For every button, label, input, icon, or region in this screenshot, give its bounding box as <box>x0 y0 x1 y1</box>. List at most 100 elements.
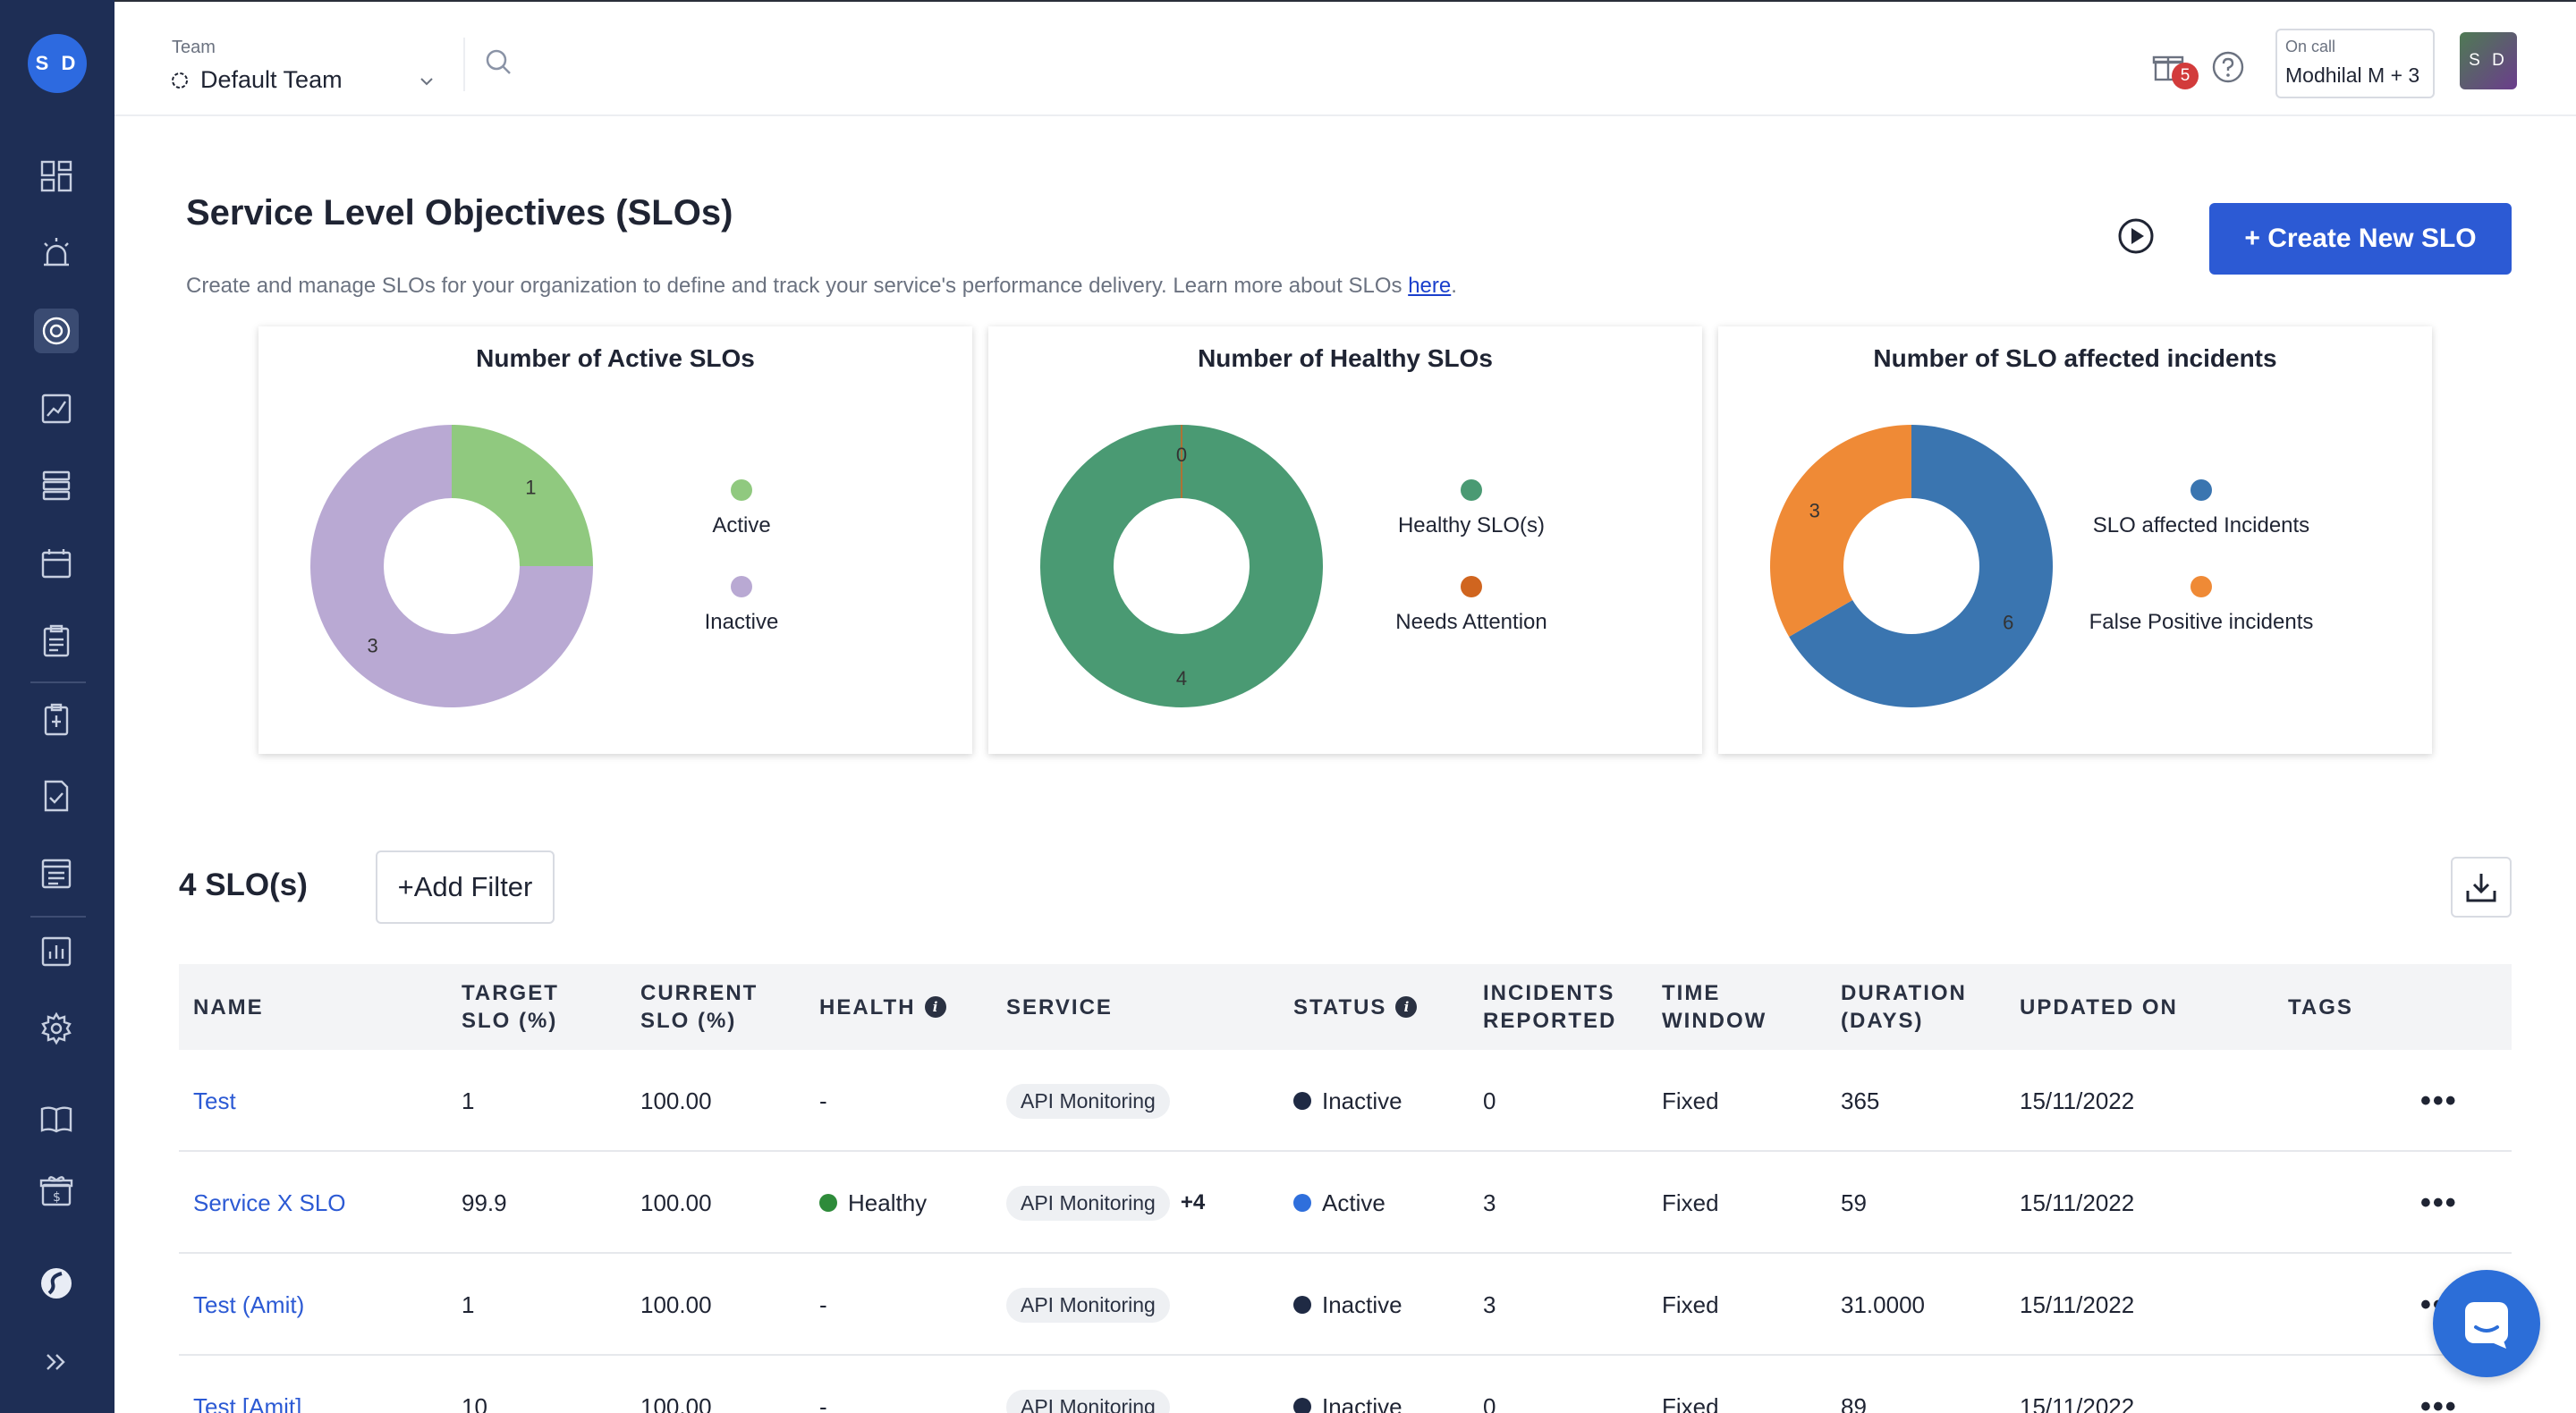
row-actions-menu[interactable]: ••• <box>2420 1356 2458 1413</box>
slo-name-link[interactable]: Test [Amit] <box>193 1356 301 1413</box>
reports-icon[interactable] <box>34 929 79 974</box>
play-video-icon[interactable] <box>2116 216 2156 260</box>
slo-name-link[interactable]: Test (Amit) <box>193 1254 304 1356</box>
info-icon[interactable]: i <box>1395 996 1418 1018</box>
column-header-status[interactable]: STATUS i <box>1293 964 1418 1050</box>
alerts-icon[interactable] <box>34 231 79 275</box>
table-row[interactable]: Test [Amit] 10 100.00 - API Monitoring Inacti… <box>179 1356 2512 1413</box>
incidents-cell: 0 <box>1483 1356 1496 1413</box>
table-row[interactable]: Service X SLO 99.9 100.00 Healthy API Monito… <box>179 1152 2512 1254</box>
column-header-incidents[interactable]: INCIDENTS REPORTED <box>1483 964 1616 1050</box>
cell-text: - <box>819 1392 827 1413</box>
status-dot <box>1293 1092 1311 1110</box>
row-actions-menu[interactable]: ••• <box>2420 1050 2458 1152</box>
slice-value-label: 6 <box>2003 612 2013 634</box>
legend-dot <box>2190 576 2212 597</box>
column-header-label: UPDATED ON <box>2020 994 2178 1020</box>
column-header-duration[interactable]: DURATION (DAYS) <box>1841 964 1967 1050</box>
donut-slice[interactable] <box>452 425 593 566</box>
team-selector-value: Default Team <box>200 66 343 93</box>
target-slo-cell: 99.9 <box>462 1152 507 1254</box>
tasks-icon[interactable] <box>34 619 79 664</box>
chat-widget-button[interactable] <box>2433 1270 2540 1377</box>
cell-text: Service X SLO <box>193 1189 346 1216</box>
team-selector[interactable]: Default Team <box>170 66 343 94</box>
duration-cell: 365 <box>1841 1050 1879 1152</box>
column-header-label: NAME <box>193 994 264 1020</box>
dashboard-icon[interactable] <box>34 154 79 199</box>
org-avatar[interactable]: S D <box>28 34 87 93</box>
download-button[interactable] <box>2451 857 2512 918</box>
legend-item: Active <box>607 479 876 538</box>
column-header-tags[interactable]: TAGS <box>2288 964 2353 1050</box>
table-row[interactable]: Test 1 100.00 - API Monitoring Inactive 0 Fixed… <box>179 1050 2512 1152</box>
cell-text: 365 <box>1841 1087 1880 1114</box>
expand-icon[interactable] <box>34 1340 79 1384</box>
cell-text: ••• <box>2420 1083 2458 1118</box>
cell-text: 100.00 <box>640 1189 712 1216</box>
chevron-down-icon[interactable] <box>419 72 435 92</box>
time-window-cell: Fixed <box>1662 1152 1719 1254</box>
cell-text: 3 <box>1483 1290 1496 1318</box>
column-header-label: STATUS <box>1293 994 1387 1020</box>
notification-badge: 5 <box>2172 63 2199 89</box>
column-header-label: DURATION (DAYS) <box>1841 981 1967 1033</box>
cell-text: 1 <box>462 1290 475 1318</box>
postmortem-icon[interactable] <box>34 774 79 818</box>
slo-name-link[interactable]: Test <box>193 1050 236 1152</box>
slo-icon[interactable] <box>34 309 79 353</box>
current-slo-cell: 100.00 <box>640 1050 712 1152</box>
services-icon[interactable] <box>34 463 79 508</box>
column-header-updated-on[interactable]: UPDATED ON <box>2020 964 2178 1050</box>
column-header-health[interactable]: HEALTH i <box>819 964 946 1050</box>
create-new-slo-button[interactable]: + Create New SLO <box>2209 203 2512 275</box>
column-header-target-slo[interactable]: TARGET SLO (%) <box>462 964 559 1050</box>
time-window-cell: Fixed <box>1662 1356 1719 1413</box>
donut-slice[interactable] <box>1789 425 2053 707</box>
health-cell: Healthy <box>819 1152 927 1254</box>
download-icon <box>2466 874 2496 902</box>
oncall-widget[interactable]: On call Modhilal M + 3 <box>2275 29 2435 98</box>
service-tag: API Monitoring <box>1006 1389 1170 1413</box>
docs-icon[interactable] <box>34 1097 79 1142</box>
sidebar: S D $ <box>0 0 114 1413</box>
sidebar-divider <box>30 681 86 683</box>
status-page-icon[interactable] <box>34 851 79 896</box>
search-icon[interactable] <box>485 48 513 81</box>
legend-label: False Positive incidents <box>2089 610 2314 634</box>
cell-text: Active <box>1322 1189 1385 1216</box>
brand-icon[interactable] <box>34 1261 79 1306</box>
legend-label: Active <box>712 513 771 537</box>
billing-icon[interactable]: $ <box>34 1169 79 1214</box>
help-icon[interactable] <box>2211 50 2245 89</box>
donut-slice[interactable] <box>310 425 593 707</box>
analytics-icon[interactable] <box>34 386 79 431</box>
add-filter-button[interactable]: +Add Filter <box>376 850 555 924</box>
user-avatar[interactable]: S D <box>2460 32 2517 89</box>
column-header-name[interactable]: NAME <box>193 964 264 1050</box>
column-header-time-window[interactable]: TIME WINDOW <box>1662 964 1767 1050</box>
legend-dot <box>731 479 752 501</box>
top-header: Team Default Team 5 On call Modhilal M +… <box>114 2 2576 116</box>
settings-icon[interactable] <box>34 1006 79 1051</box>
cell-text: 99.9 <box>462 1189 507 1216</box>
slo-name-link[interactable]: Service X SLO <box>193 1152 346 1254</box>
oncall-label: On call <box>2285 38 2336 55</box>
runbook-icon[interactable] <box>34 698 79 742</box>
slice-value-label: 3 <box>1809 500 1820 522</box>
legend-item: False Positive incidents <box>2067 576 2335 635</box>
cell-text: Fixed <box>1662 1189 1719 1216</box>
donut-chart: 63 <box>1770 425 2053 707</box>
column-header-current-slo[interactable]: CURRENT SLO (%) <box>640 964 758 1050</box>
row-actions-menu[interactable]: ••• <box>2420 1152 2458 1254</box>
svg-text:$: $ <box>53 1190 61 1205</box>
more-services-count[interactable]: +4 <box>1180 1190 1206 1214</box>
learn-more-link[interactable]: here <box>1408 274 1452 298</box>
table-row[interactable]: Test (Amit) 1 100.00 - API Monitoring Inactiv… <box>179 1254 2512 1356</box>
cell-text: - <box>819 1087 827 1114</box>
column-header-service[interactable]: SERVICE <box>1006 964 1113 1050</box>
info-icon[interactable]: i <box>924 996 946 1018</box>
calendar-icon[interactable] <box>34 541 79 586</box>
donut-slice[interactable] <box>1770 425 1911 637</box>
